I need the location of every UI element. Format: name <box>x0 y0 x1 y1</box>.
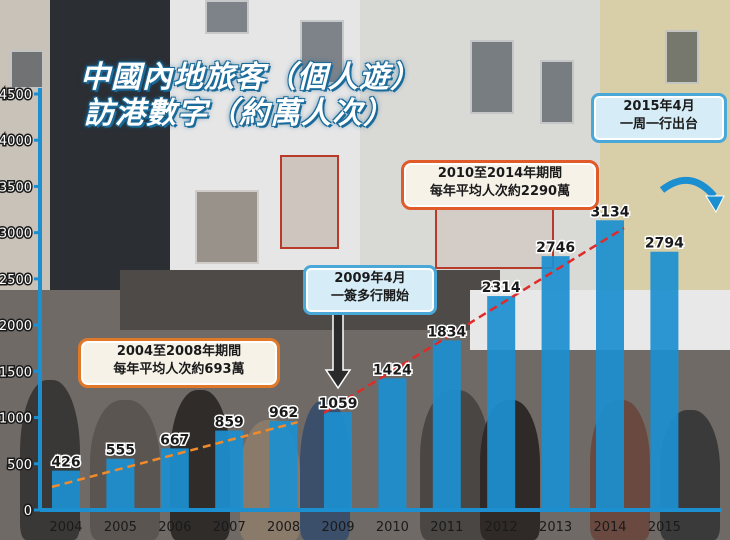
title-line-2: 訪港數字（約萬人次） <box>84 96 394 131</box>
trend-lines <box>51 226 625 489</box>
x-tick-label-2005: 2005 <box>104 520 137 535</box>
y-tick-label: 4500 <box>0 88 32 103</box>
bar-2012 <box>487 296 516 510</box>
data-label-2007: 859 <box>215 415 244 431</box>
x-tick-label-2007: 2007 <box>213 520 246 535</box>
data-label-2015: 2794 <box>645 236 684 252</box>
x-tick-label-2010: 2010 <box>376 520 409 535</box>
x-tick-label-2006: 2006 <box>158 520 191 535</box>
bar-2008 <box>269 421 298 510</box>
data-label-2005: 555 <box>106 443 135 459</box>
callout-april-2009-line-1: 2009年4月 <box>334 271 406 286</box>
y-tick-label: 1000 <box>0 412 32 427</box>
data-label-2010: 1424 <box>373 362 412 378</box>
data-label-2012: 2314 <box>482 280 521 296</box>
callout-april-2015-line-2: 一周一行出台 <box>619 117 698 132</box>
bar-2011 <box>432 340 461 510</box>
bar-2006 <box>160 448 189 510</box>
bar-2015 <box>650 251 679 511</box>
bar-2010 <box>378 378 407 510</box>
arrow-down-2009 <box>324 307 352 390</box>
x-tick-label-2004: 2004 <box>49 520 82 535</box>
data-label-2008: 962 <box>269 405 298 421</box>
x-tick-label-2011: 2011 <box>430 520 463 535</box>
callout-2004-2008-line-2: 每年平均人次約693萬 <box>113 362 245 377</box>
x-tick-label-2015: 2015 <box>648 520 681 535</box>
callout-april-2015-line-1: 2015年4月 <box>623 99 695 114</box>
y-tick-label: 2500 <box>0 273 32 288</box>
y-tick-label: 3500 <box>0 180 32 195</box>
y-tick-label: 500 <box>7 458 32 473</box>
chart-title: 中國內地旅客（個人遊） 訪港數字（約萬人次） <box>80 60 460 132</box>
title-line-1: 中國內地旅客（個人遊） <box>80 60 421 95</box>
y-tick-label: 0 <box>24 504 32 519</box>
trend-line-2 <box>323 226 625 414</box>
annotation-arrows <box>324 176 725 390</box>
callout-2010-2014-line-1: 2010至2014年期間 <box>437 166 563 181</box>
callout-2004-2008-line-1: 2004至2008年期間 <box>116 344 242 359</box>
y-tick-label: 3000 <box>0 227 32 242</box>
callout-2010-2014-average: 2010至2014年期間 每年平均人次約2290萬 <box>401 160 599 210</box>
bar-2014 <box>596 220 624 510</box>
callout-april-2009: 2009年4月 一簽多行開始 <box>303 265 437 315</box>
callout-2004-2008-average: 2004至2008年期間 每年平均人次約693萬 <box>78 338 280 388</box>
data-label-2011: 1834 <box>427 324 466 340</box>
x-tick-label-2009: 2009 <box>321 520 354 535</box>
bar-2009 <box>324 412 352 510</box>
data-label-2014: 3134 <box>591 204 630 220</box>
x-tick-label-2008: 2008 <box>267 520 300 535</box>
x-tick-label-2014: 2014 <box>593 520 626 535</box>
callout-april-2015: 2015年4月 一周一行出台 <box>591 93 727 143</box>
data-label-2013: 2746 <box>536 240 575 256</box>
callout-2010-2014-line-2: 每年平均人次約2290萬 <box>429 184 571 199</box>
x-tick-label-2013: 2013 <box>539 520 572 535</box>
bar-2004 <box>52 470 80 510</box>
data-label-2006: 667 <box>160 432 189 448</box>
y-tick-label: 4000 <box>0 134 32 149</box>
bars <box>52 220 679 511</box>
y-tick-label: 1500 <box>0 365 32 380</box>
data-labels: 426 555 667 859 962 1059 1424 1834 2314 2746 3134 2… <box>50 203 686 472</box>
y-tick-label: 2000 <box>0 319 32 334</box>
trend-line-1 <box>51 420 298 489</box>
data-label-2009: 1059 <box>319 396 358 412</box>
data-label-2004: 426 <box>51 455 80 471</box>
callout-april-2009-line-2: 一簽多行開始 <box>330 289 409 304</box>
bar-2013 <box>541 256 570 510</box>
curved-arrow-head-2015 <box>705 195 725 214</box>
curved-arrow-2015 <box>659 176 717 199</box>
x-tick-label-2012: 2012 <box>485 520 518 535</box>
